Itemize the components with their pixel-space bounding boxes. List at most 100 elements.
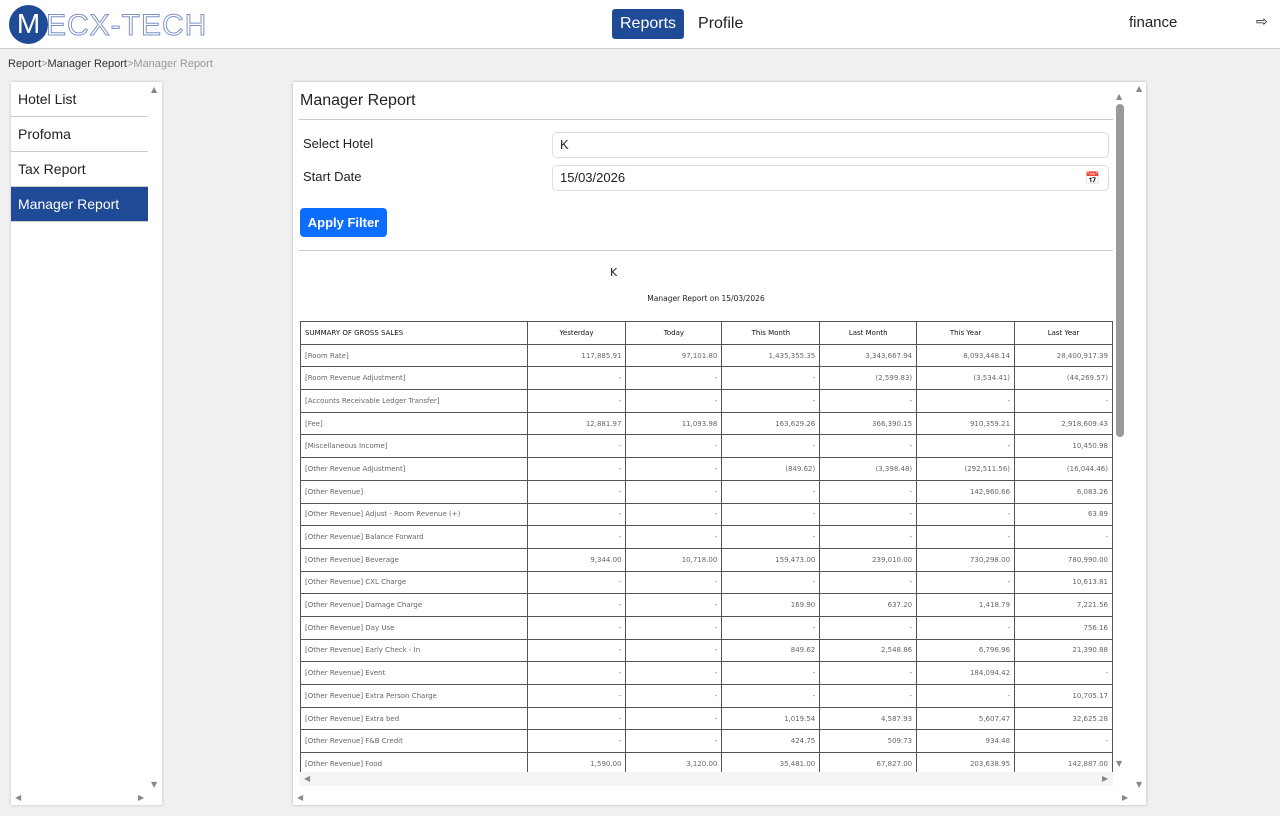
row-label: [Other Revenue] Damage Charge	[300, 593, 528, 617]
cell-value: -	[1014, 389, 1113, 413]
cell-value: 756.16	[1014, 615, 1113, 640]
table-row: [Other Revenue] Extra bed - -1,019.54 4,587…	[300, 706, 1113, 731]
row-label: [Other Revenue] CXL Charge	[300, 570, 528, 595]
row-label: [Other Revenue] Beverage	[300, 547, 528, 572]
cell-value: (292,511.56)	[916, 457, 1016, 481]
horizontal-scrollbar[interactable]	[299, 772, 1113, 786]
cell-value: -	[916, 434, 1016, 459]
sidebar-item-manager-report[interactable]: Manager Report	[11, 187, 148, 222]
cell-value: -	[1014, 661, 1113, 685]
hotel-label: Select Hotel	[303, 136, 374, 151]
cell-value: 1,435,355.35	[721, 343, 821, 368]
cell-value: 10,718.00	[625, 547, 723, 572]
breadcrumb-report[interactable]: Report	[8, 58, 42, 70]
cell-value: -	[625, 661, 723, 685]
cell-value: -	[625, 706, 723, 731]
cell-value: -	[819, 502, 918, 527]
panel-scroll-down-icon[interactable]: ▼	[1136, 780, 1143, 789]
cell-value: 10,613.81	[1014, 570, 1113, 595]
table-row: [Other Revenue] Balance Forward - - - - - -	[300, 525, 1113, 549]
cell-value: -	[526, 457, 627, 481]
cell-value: 159,473.00	[721, 547, 821, 572]
cell-value: (3,534.41)	[916, 366, 1016, 391]
cell-value: 637.20	[819, 593, 918, 617]
table-row: [Room Revenue Adjustment] - - - (2,599.83) (3…	[300, 366, 1113, 391]
table-scroll-up-icon[interactable]: ▲	[1116, 92, 1123, 101]
apply-filter-button[interactable]: Apply Filter	[300, 208, 387, 237]
cell-value: 28,400,917.39	[1014, 343, 1113, 368]
date-label: Start Date	[303, 169, 362, 184]
cell-value: -	[1014, 525, 1113, 549]
cell-value: -	[526, 706, 627, 731]
cell-value: -	[916, 615, 1016, 640]
nav-profile[interactable]: Profile	[698, 15, 744, 32]
row-label: [Other Revenue] Balance Forward	[300, 525, 528, 549]
table-scroll-down-icon[interactable]: ▼	[1116, 759, 1123, 768]
cell-value: -	[625, 684, 723, 708]
cell-value: 117,885.91	[526, 343, 627, 368]
cell-value: 11,093.98	[625, 411, 723, 436]
cell-value: -	[625, 638, 723, 663]
calendar-icon[interactable]: 📅	[1085, 171, 1100, 185]
row-label: [Other Revenue] Food	[300, 752, 528, 774]
cell-value: -	[721, 366, 821, 391]
row-label: [Miscellaneous Income]	[300, 434, 528, 459]
cell-value: 32,625.28	[1014, 706, 1113, 731]
row-label: [Other Revenue] Day Use	[300, 615, 528, 640]
row-label: [Other Revenue]	[300, 479, 528, 504]
cell-value: -	[1014, 729, 1113, 754]
panel-scroll-right-icon[interactable]: ▶	[1122, 793, 1129, 802]
cell-value: -	[916, 389, 1016, 413]
cell-value: 780,990.00	[1014, 547, 1113, 572]
cell-value: 509.73	[819, 729, 918, 754]
report-scroll-area: Manager Report Select Hotel K Start Date…	[299, 84, 1113, 774]
table-row: [Other Revenue] Adjust - Room Revenue (+…	[300, 502, 1113, 527]
column-header: Last Month	[819, 321, 918, 345]
table-row: [Miscellaneous Income] - - - - -10,450.98	[300, 434, 1113, 459]
breadcrumb: Report>Manager Report>Manager Report	[8, 58, 213, 70]
cell-value: -	[526, 434, 627, 459]
row-label: [Fee]	[300, 411, 528, 436]
scroll-right-icon[interactable]: ▶	[138, 793, 145, 802]
cell-value: -	[526, 615, 627, 640]
cell-value: -	[526, 389, 627, 413]
page-title: Manager Report	[299, 84, 1113, 120]
cell-value: -	[625, 615, 723, 640]
cell-value: 1,590.00	[526, 752, 627, 774]
divider	[299, 250, 1113, 251]
row-label: [Other Revenue] Early Check - In	[300, 638, 528, 663]
cell-value: 10,450.98	[1014, 434, 1113, 459]
scroll-left-icon[interactable]: ◀	[15, 793, 22, 802]
panel-scroll-up-icon[interactable]: ▲	[1136, 84, 1143, 93]
cell-value: 142,960.66	[916, 479, 1016, 504]
sidebar-item-profoma[interactable]: Profoma	[11, 117, 148, 152]
sidebar-item-hotel-list[interactable]: Hotel List	[11, 82, 148, 117]
table-scroll-right-icon[interactable]: ▶	[1102, 774, 1109, 783]
table-row: [Other Revenue] Day Use - - - - -756.16	[300, 615, 1113, 640]
column-header: Last Year	[1014, 321, 1113, 345]
cell-value: 142,887.00	[1014, 752, 1113, 774]
vertical-scrollbar-thumb[interactable]	[1116, 104, 1124, 437]
scroll-up-icon[interactable]: ▲	[151, 85, 158, 94]
report-title: Manager Report on 15/03/2026	[647, 294, 765, 303]
cell-value: 730,298.00	[916, 547, 1016, 572]
cell-value: -	[526, 684, 627, 708]
panel-scroll-left-icon[interactable]: ◀	[297, 793, 304, 802]
table-row: [Other Revenue] Damage Charge - -169.90 637…	[300, 593, 1113, 617]
scroll-down-icon[interactable]: ▼	[151, 780, 158, 789]
breadcrumb-manager-report[interactable]: Manager Report	[47, 58, 127, 70]
logout-icon[interactable]: ⇨	[1256, 14, 1268, 30]
sidebar-item-tax-report[interactable]: Tax Report	[11, 152, 148, 187]
cell-value: -	[721, 389, 821, 413]
table-row: [Other Revenue] Food 1,590.00 3,120.00 35,4…	[300, 752, 1113, 774]
cell-value: -	[721, 661, 821, 685]
logo[interactable]: M ECX-TECH	[9, 4, 246, 44]
nav-reports[interactable]: Reports	[612, 9, 685, 39]
cell-value: -	[916, 502, 1016, 527]
hotel-select[interactable]: K	[552, 132, 1109, 158]
table-scroll-left-icon[interactable]: ◀	[304, 774, 311, 783]
table-row: [Other Revenue] Extra Person Charge - - - - -…	[300, 684, 1113, 708]
cell-value: (2,599.83)	[819, 366, 918, 391]
cell-value: 910,359.21	[916, 411, 1016, 436]
start-date-input[interactable]: 15/03/2026 📅	[552, 165, 1109, 191]
